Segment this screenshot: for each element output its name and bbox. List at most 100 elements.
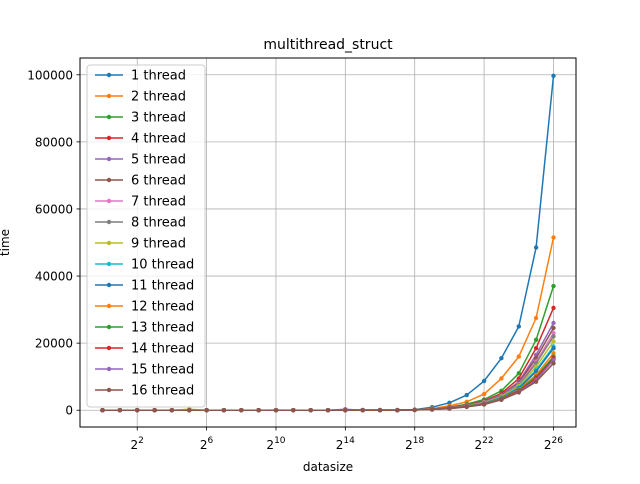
legend-marker	[106, 135, 112, 141]
data-point	[551, 320, 556, 326]
data-point	[221, 408, 227, 413]
data-point	[533, 337, 539, 342]
ticks: 22 26 210 214 218 222 226 0 20000 40000 60000 80000…	[27, 68, 563, 452]
series-line	[100, 361, 556, 413]
x-tick-label: 214	[336, 436, 355, 452]
data-point	[343, 408, 348, 413]
data-point	[273, 408, 279, 413]
data-point	[516, 324, 521, 329]
x-tick-label: 210	[266, 436, 285, 452]
legend-label: 16 thread	[131, 384, 194, 399]
data-point	[169, 408, 175, 413]
legend-label: 11 thread	[131, 279, 194, 294]
legend-marker	[106, 198, 112, 204]
legend-label: 9 thread	[131, 237, 186, 252]
data-point	[533, 315, 539, 321]
y-axis-label: time	[0, 229, 12, 256]
data-point	[481, 391, 487, 397]
data-point	[551, 73, 556, 79]
data-point	[291, 408, 296, 413]
y-tick-label: 100000	[27, 68, 73, 82]
data-point	[308, 408, 313, 413]
legend-marker	[106, 114, 112, 120]
legend-label: 2 thread	[131, 90, 186, 105]
data-point	[135, 408, 140, 413]
data-point	[256, 408, 261, 413]
data-point	[516, 354, 521, 359]
legend-label: 8 thread	[131, 216, 186, 231]
chart-title: multithread_struct	[263, 37, 393, 53]
x-tick-label: 22	[131, 436, 144, 452]
data-point	[533, 379, 539, 384]
legend-label: 1 thread	[131, 69, 186, 84]
legend-box	[86, 64, 206, 408]
data-point	[481, 378, 487, 384]
legend-marker	[106, 303, 112, 309]
x-tick-label: 218	[405, 436, 424, 452]
data-point	[499, 376, 504, 381]
x-tick-label: 226	[544, 436, 563, 452]
legend-marker	[106, 366, 112, 372]
legend-label: 6 thread	[131, 174, 186, 189]
data-point	[204, 408, 209, 413]
data-point	[551, 339, 556, 344]
data-point	[447, 400, 452, 405]
x-tick-label: 222	[475, 436, 494, 452]
data-point	[187, 408, 192, 413]
data-point	[429, 407, 435, 412]
data-point	[551, 351, 556, 356]
data-point	[377, 408, 383, 413]
data-point	[533, 346, 539, 351]
data-point	[551, 334, 556, 339]
legend-marker	[106, 324, 112, 330]
legend: 1 thread 2 thread 3 thread 4 thread 5 thread…	[86, 64, 206, 408]
data-point	[499, 397, 504, 402]
data-point	[239, 408, 244, 413]
data-point	[551, 330, 556, 336]
data-point	[117, 408, 123, 413]
x-tick-label: 26	[200, 436, 214, 452]
data-point	[447, 406, 452, 411]
data-point	[152, 408, 157, 413]
legend-label: 14 thread	[131, 342, 194, 357]
data-point	[464, 392, 469, 398]
y-tick-label: 20000	[35, 337, 73, 351]
data-point	[551, 305, 556, 311]
data-point	[395, 408, 400, 413]
data-point	[325, 408, 331, 413]
legend-label: 7 thread	[131, 195, 186, 210]
data-point	[516, 371, 521, 376]
data-point	[551, 346, 556, 351]
legend-label: 4 thread	[131, 132, 186, 147]
legend-label: 5 thread	[131, 153, 186, 168]
legend-label: 10 thread	[131, 258, 194, 273]
legend-marker	[106, 93, 112, 99]
data-point	[551, 357, 556, 363]
data-point	[516, 390, 521, 395]
data-point	[481, 402, 487, 407]
legend-marker	[106, 240, 112, 246]
legend-marker	[106, 345, 112, 351]
y-tick-label: 40000	[35, 270, 73, 284]
axes-frame	[79, 57, 577, 428]
data-point	[499, 356, 504, 361]
data-point	[533, 245, 539, 250]
data-point	[464, 404, 469, 410]
legend-marker	[106, 282, 112, 288]
data-point	[360, 408, 365, 413]
series-lines	[100, 73, 556, 413]
legend-label: 3 thread	[131, 111, 186, 126]
y-tick-label: 0	[65, 404, 73, 418]
legend-marker	[106, 219, 112, 225]
legend-label: 13 thread	[131, 321, 194, 336]
data-point	[100, 408, 105, 413]
data-point	[412, 407, 417, 413]
legend-marker	[106, 387, 112, 393]
legend-marker	[106, 72, 112, 78]
y-tick-label: 80000	[35, 135, 73, 149]
x-axis-label: datasize	[303, 460, 353, 474]
data-point	[551, 325, 556, 331]
data-point	[551, 235, 556, 240]
legend-label: 15 thread	[131, 363, 194, 378]
